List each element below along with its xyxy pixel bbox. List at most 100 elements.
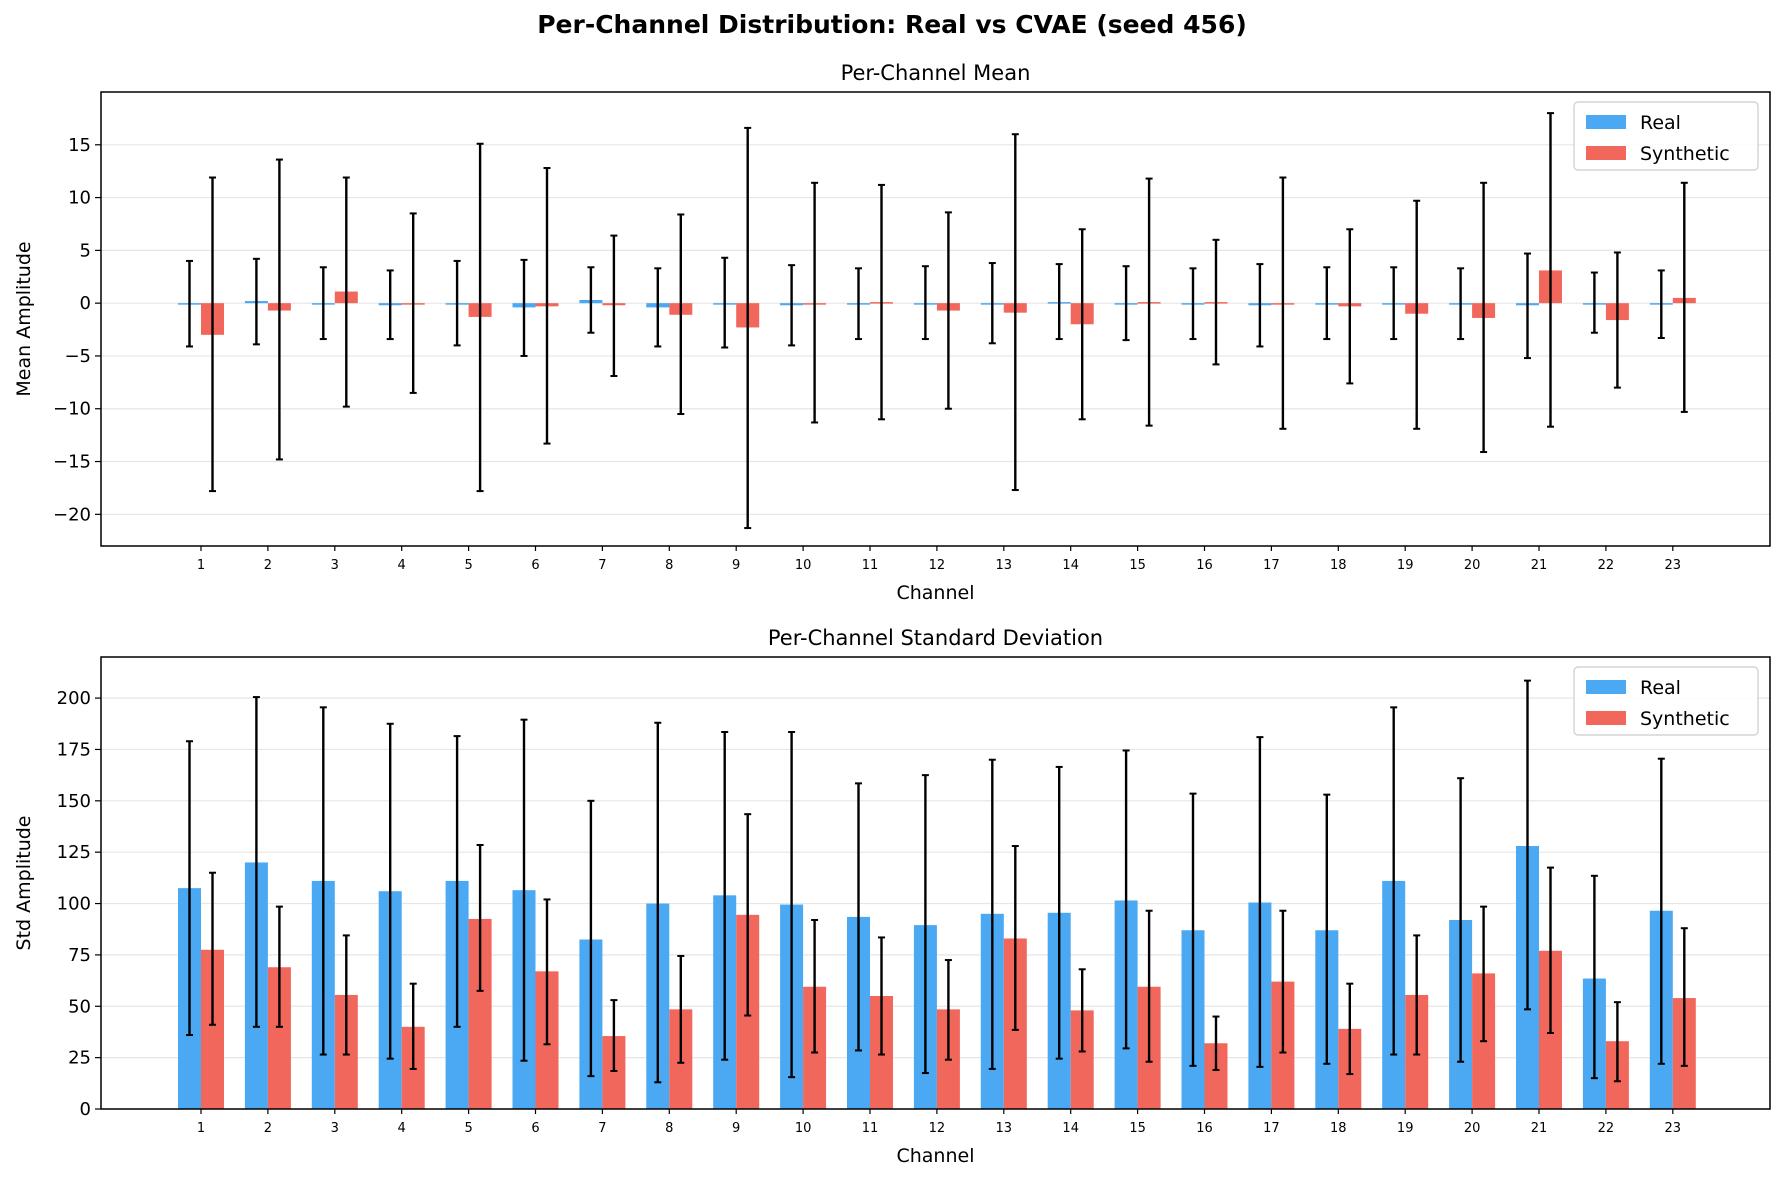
errorbar-synthetic-ch21 — [1547, 112, 1554, 428]
x-axis-label: Channel — [896, 1145, 974, 1167]
errorbar-real-ch2 — [252, 257, 260, 346]
errorbar-synthetic-ch8 — [677, 954, 685, 1064]
x-tick-label: 17 — [1263, 558, 1280, 573]
errorbar-real-ch13 — [988, 758, 996, 1070]
errorbar-real-ch18 — [1323, 793, 1331, 1065]
x-tick-label: 23 — [1665, 1121, 1682, 1136]
errorbar-real-ch2 — [252, 696, 260, 1028]
errorbar-synthetic-ch16 — [1212, 1015, 1220, 1071]
errorbar-synthetic-ch23 — [1680, 181, 1688, 413]
y-tick-label: 0 — [80, 1099, 91, 1120]
x-axis-label: Channel — [896, 582, 974, 604]
x-tick-label: 14 — [1062, 558, 1079, 573]
errorbar-synthetic-ch7 — [610, 234, 618, 378]
errorbar-real-ch11 — [855, 267, 862, 341]
errorbar-real-ch18 — [1323, 266, 1331, 341]
x-tick-label: 5 — [464, 1121, 472, 1136]
x-tick-label: 6 — [531, 1121, 539, 1136]
errorbar-real-ch5 — [453, 735, 461, 1028]
x-tick-label: 22 — [1598, 1121, 1615, 1136]
errorbar-synthetic-ch13 — [1011, 133, 1019, 492]
x-tick-label: 20 — [1464, 1121, 1481, 1136]
y-axis-label: Std Amplitude — [13, 816, 35, 951]
x-tick-label: 21 — [1531, 558, 1548, 573]
errorbar-synthetic-ch20 — [1480, 905, 1488, 1043]
errorbar-real-ch8 — [654, 721, 662, 1084]
errorbar-real-ch20 — [1457, 267, 1465, 341]
errorbar-synthetic-ch21 — [1547, 866, 1554, 1034]
x-tick-label: 7 — [598, 1121, 606, 1136]
figure-title: Per-Channel Distribution: Real vs CVAE (… — [537, 10, 1247, 39]
errorbar-real-ch3 — [319, 266, 327, 341]
errorbar-synthetic-ch1 — [209, 871, 216, 1026]
legend-label-synthetic: Synthetic — [1640, 708, 1730, 730]
errorbar-real-ch4 — [386, 722, 394, 1060]
errorbar-synthetic-ch11 — [878, 936, 885, 1056]
chart-title: Per-Channel Mean — [841, 61, 1031, 85]
errorbar-synthetic-ch22 — [1613, 251, 1621, 389]
errorbar-real-ch1 — [186, 740, 193, 1037]
errorbar-real-ch21 — [1524, 679, 1531, 1011]
x-tick-label: 10 — [795, 1121, 812, 1136]
errorbar-real-ch7 — [587, 266, 595, 334]
errorbar-real-ch16 — [1189, 792, 1197, 1067]
x-tick-label: 20 — [1464, 558, 1481, 573]
legend-swatch-synthetic — [1586, 146, 1626, 160]
errorbar-synthetic-ch4 — [409, 982, 417, 1070]
x-tick-label: 17 — [1263, 1121, 1280, 1136]
x-tick-label: 15 — [1129, 558, 1146, 573]
errorbar-real-ch4 — [386, 269, 394, 341]
errorbar-real-ch9 — [721, 256, 729, 349]
y-tick-label: −15 — [53, 452, 91, 473]
errorbar-real-ch19 — [1390, 266, 1398, 341]
errorbar-synthetic-ch12 — [944, 959, 952, 1061]
errorbar-real-ch11 — [855, 782, 862, 1052]
x-tick-label: 9 — [732, 558, 740, 573]
errorbar-real-ch15 — [1122, 749, 1130, 1050]
y-tick-label: 50 — [68, 996, 91, 1017]
x-tick-label: 9 — [732, 1121, 740, 1136]
y-tick-label: 175 — [57, 739, 91, 760]
errorbar-real-ch8 — [654, 267, 662, 348]
errorbar-real-ch1 — [186, 259, 193, 348]
errorbar-real-ch3 — [319, 706, 327, 1056]
y-tick-label: −5 — [64, 346, 91, 367]
bar-synthetic-ch16 — [1204, 1043, 1228, 1109]
errorbar-synthetic-ch19 — [1413, 934, 1421, 1056]
errorbar-synthetic-ch3 — [342, 176, 350, 408]
x-tick-label: 4 — [398, 1121, 406, 1136]
x-tick-label: 3 — [331, 1121, 339, 1136]
errorbar-synthetic-ch6 — [543, 167, 551, 445]
y-tick-label: 125 — [57, 842, 91, 863]
errorbar-synthetic-ch9 — [744, 813, 752, 1017]
errorbar-synthetic-ch22 — [1613, 1001, 1621, 1083]
errorbar-synthetic-ch8 — [677, 213, 685, 416]
x-tick-label: 8 — [665, 1121, 673, 1136]
errorbar-real-ch6 — [520, 718, 528, 1062]
legend-label-real: Real — [1640, 112, 1681, 134]
errorbar-synthetic-ch12 — [944, 211, 952, 410]
x-tick-label: 16 — [1196, 558, 1213, 573]
errorbar-real-ch10 — [788, 730, 796, 1079]
x-tick-label: 6 — [531, 558, 539, 573]
errorbar-real-ch9 — [721, 730, 729, 1061]
y-tick-label: 200 — [57, 688, 91, 709]
errorbar-synthetic-ch5 — [476, 142, 484, 493]
errorbar-real-ch12 — [921, 265, 929, 341]
y-tick-label: −10 — [53, 399, 91, 420]
x-tick-label: 19 — [1397, 1121, 1414, 1136]
x-tick-label: 12 — [929, 558, 946, 573]
y-tick-label: 5 — [80, 240, 91, 261]
errorbar-synthetic-ch18 — [1346, 228, 1354, 385]
errorbar-synthetic-ch10 — [811, 918, 819, 1054]
bar-synthetic-ch5 — [468, 918, 492, 1109]
y-tick-label: 10 — [68, 188, 91, 209]
errorbar-real-ch15 — [1122, 265, 1130, 342]
y-tick-label: 15 — [68, 135, 91, 156]
x-tick-label: 4 — [398, 558, 406, 573]
errorbar-synthetic-ch10 — [811, 181, 819, 424]
errorbar-synthetic-ch14 — [1078, 968, 1086, 1053]
